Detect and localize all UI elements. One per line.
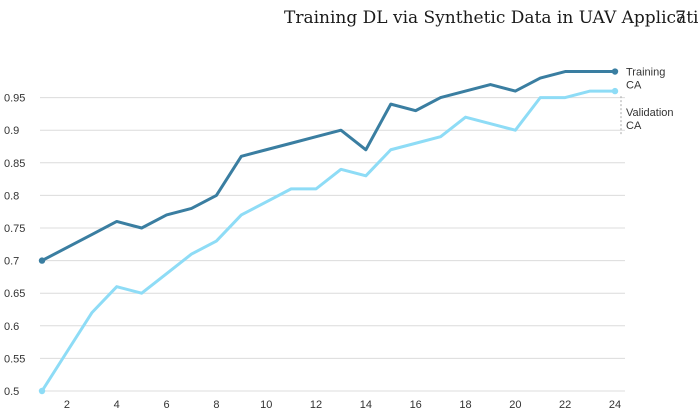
series-endpoint-marker xyxy=(611,87,619,95)
series-label: Training xyxy=(626,67,665,79)
page-header-title: Training DL via Synthetic Data in UAV Ap… xyxy=(284,8,698,28)
page-number: 7 xyxy=(675,8,686,28)
gridlines xyxy=(40,97,625,392)
series-lines xyxy=(38,68,619,395)
x-tick-label: 2 xyxy=(64,399,70,411)
y-tick-label: 0.5 xyxy=(4,386,19,398)
x-tick-label: 10 xyxy=(260,399,272,411)
series-label: CA xyxy=(626,80,642,92)
y-tick-label: 0.6 xyxy=(4,321,19,333)
y-tick-label: 0.75 xyxy=(4,223,25,235)
x-tick-label: 14 xyxy=(360,399,372,411)
x-tick-label: 20 xyxy=(509,399,521,411)
y-tick-label: 0.8 xyxy=(4,190,19,202)
y-tick-label: 0.7 xyxy=(4,256,19,268)
y-tick-label: 0.95 xyxy=(4,93,25,105)
series-endpoint-marker xyxy=(38,387,46,395)
y-tick-label: 0.85 xyxy=(4,158,25,170)
x-tick-label: 16 xyxy=(410,399,422,411)
x-tick-label: 12 xyxy=(310,399,322,411)
series-line xyxy=(40,89,615,392)
page-header: Training DL via Synthetic Data in UAV Ap… xyxy=(0,4,698,34)
y-tick-label: 0.55 xyxy=(4,353,25,365)
x-axis-ticks: 2 4 6 8 10 12 14 16 18 20 22 24 xyxy=(64,399,621,411)
y-tick-label: 0.65 xyxy=(4,288,25,300)
x-tick-label: 18 xyxy=(459,399,471,411)
series-line xyxy=(41,70,615,262)
series-endpoint-marker xyxy=(38,257,46,264)
series-label: Validation xyxy=(626,107,674,119)
y-axis-ticks: 0.5 0.55 0.6 0.65 0.7 0.75 0.8 0.85 0.9 0.95 xyxy=(4,93,25,398)
series-endpoint-marker xyxy=(611,68,619,75)
y-tick-label: 0.9 xyxy=(4,125,19,137)
x-tick-label: 8 xyxy=(213,399,219,411)
x-tick-label: 6 xyxy=(164,399,170,411)
x-tick-label: 24 xyxy=(609,399,621,411)
x-tick-label: 4 xyxy=(114,399,120,411)
series-label: CA xyxy=(626,120,642,132)
x-tick-label: 22 xyxy=(559,399,571,411)
